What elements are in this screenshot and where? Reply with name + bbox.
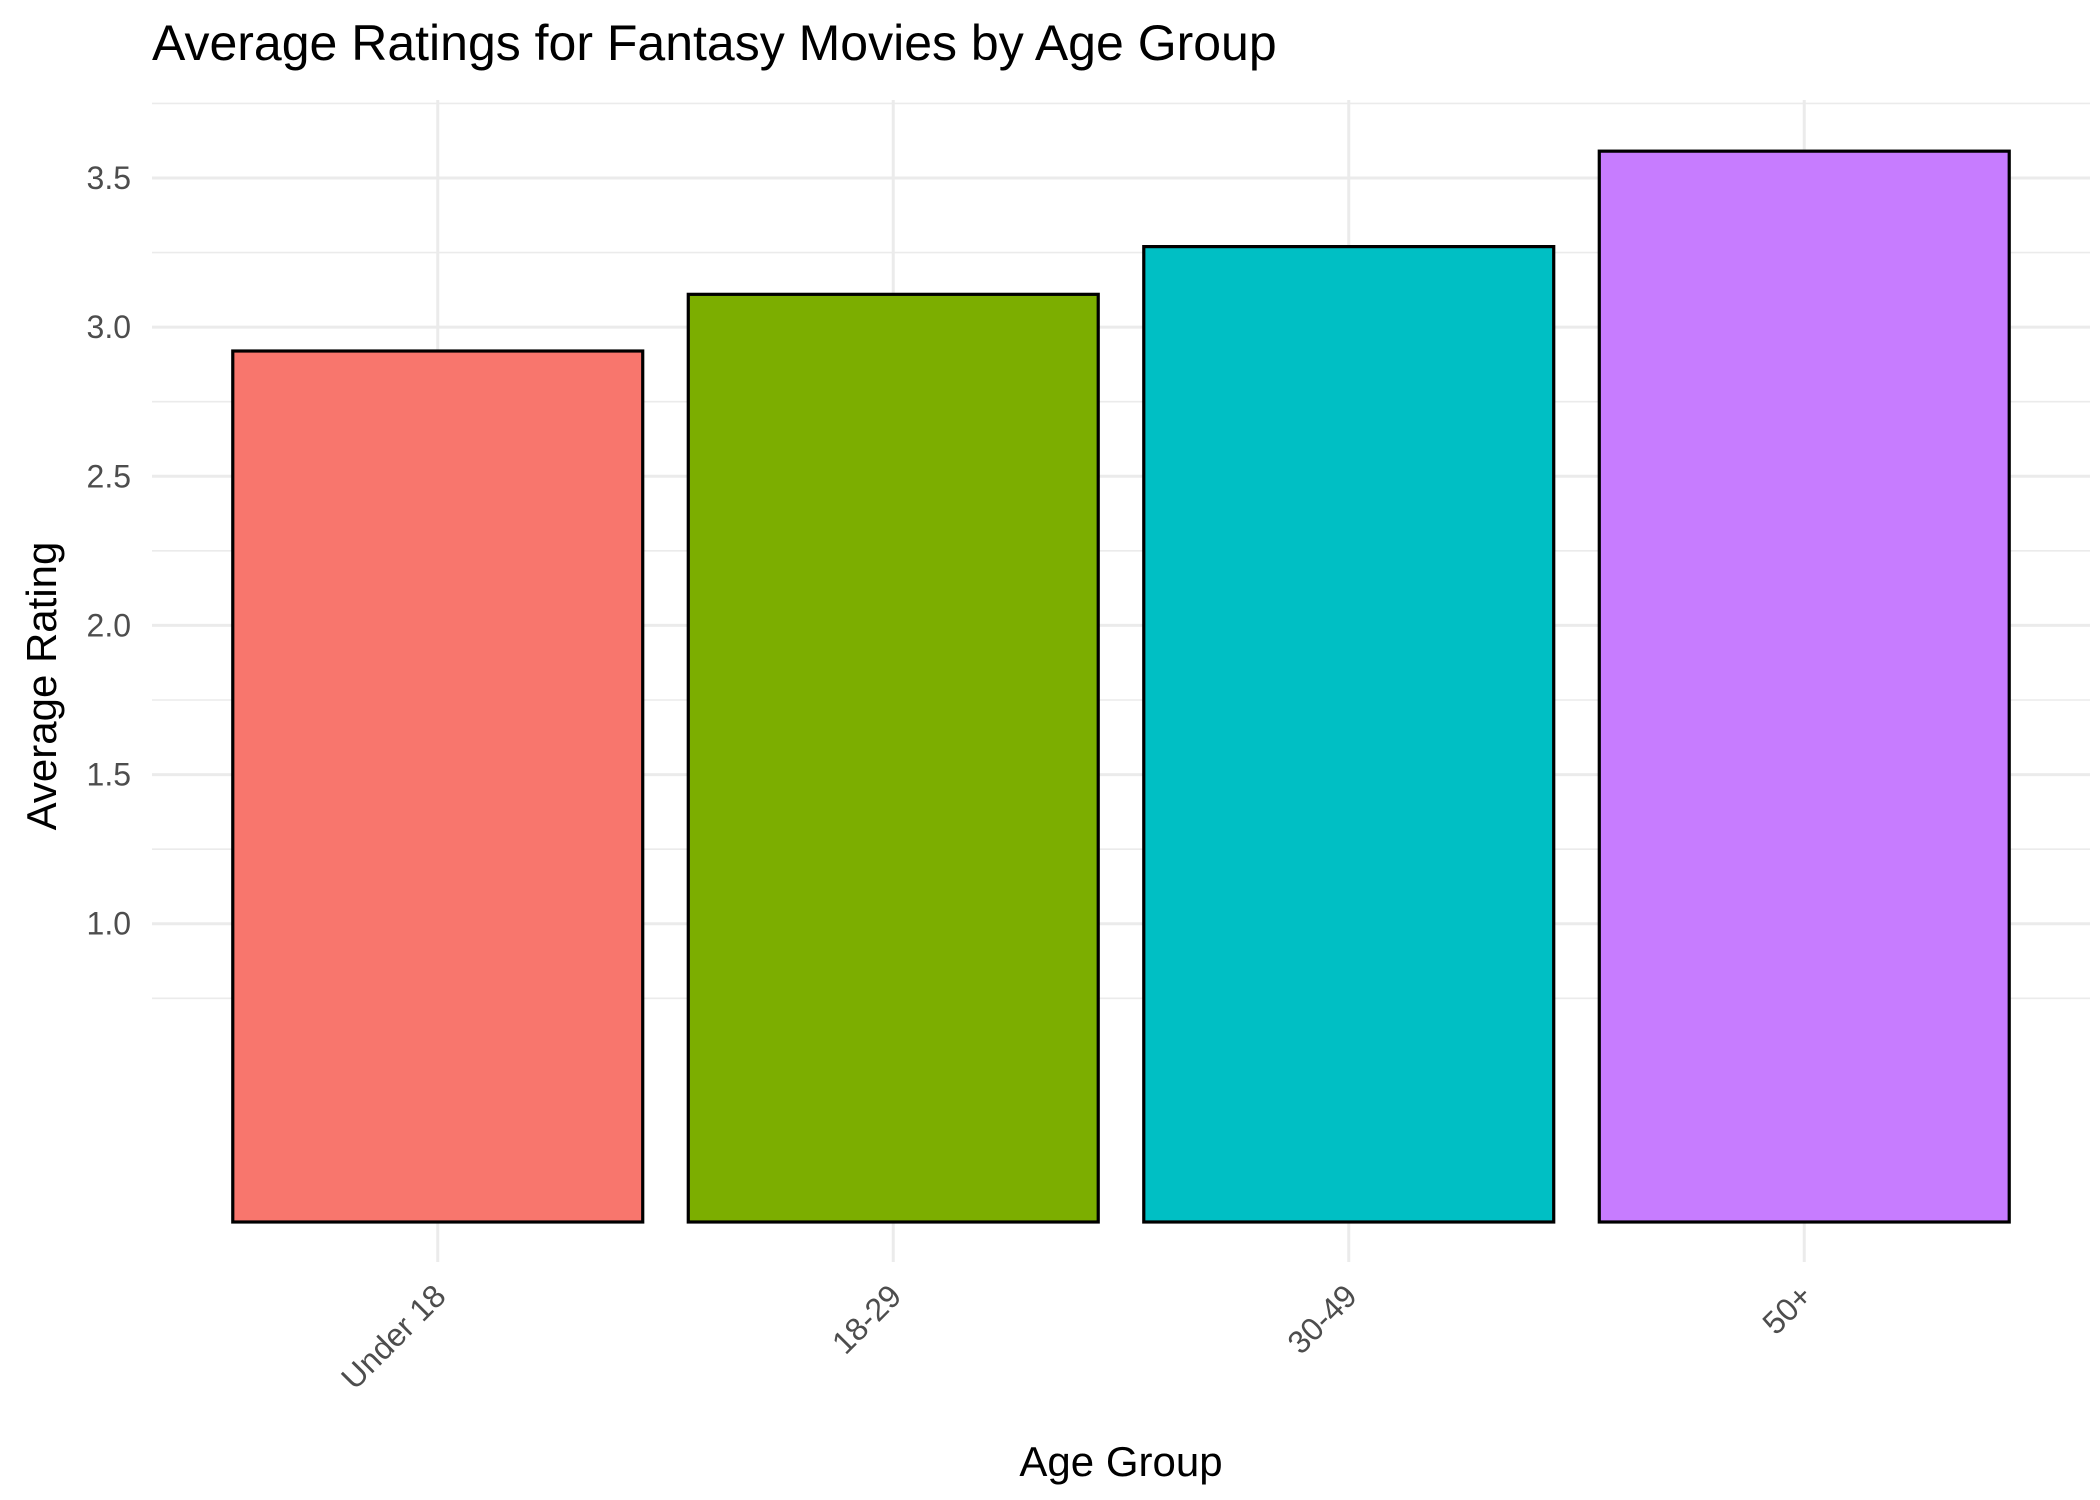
bar-18-29 [686, 292, 1100, 1224]
y-tick-label: 3.0 [87, 309, 131, 345]
y-axis-title: Average Rating [18, 542, 65, 831]
x-tick-label: 50+ [1755, 1277, 1819, 1341]
x-axis-ticks: Under 18 18-29 30-49 50+ [334, 1277, 1819, 1396]
x-tick-label: 30-49 [1280, 1277, 1363, 1360]
bar-under-18 [231, 349, 645, 1224]
y-tick-label: 1.5 [87, 757, 131, 793]
bars [231, 149, 2011, 1224]
x-tick-label: Under 18 [334, 1277, 453, 1396]
y-tick-label: 2.0 [87, 607, 131, 643]
x-axis-title: Age Group [1019, 1438, 1222, 1485]
y-tick-label: 1.0 [87, 906, 131, 942]
bar-50- [1597, 149, 2011, 1224]
y-tick-label: 2.5 [87, 458, 131, 494]
bar-30-49 [1142, 245, 1556, 1224]
x-tick-label: 18-29 [825, 1277, 908, 1360]
y-tick-label: 3.5 [87, 160, 131, 196]
chart-title: Average Ratings for Fantasy Movies by Ag… [152, 15, 1277, 71]
y-axis-ticks: 1.0 1.5 2.0 2.5 3.0 3.5 [87, 160, 131, 942]
